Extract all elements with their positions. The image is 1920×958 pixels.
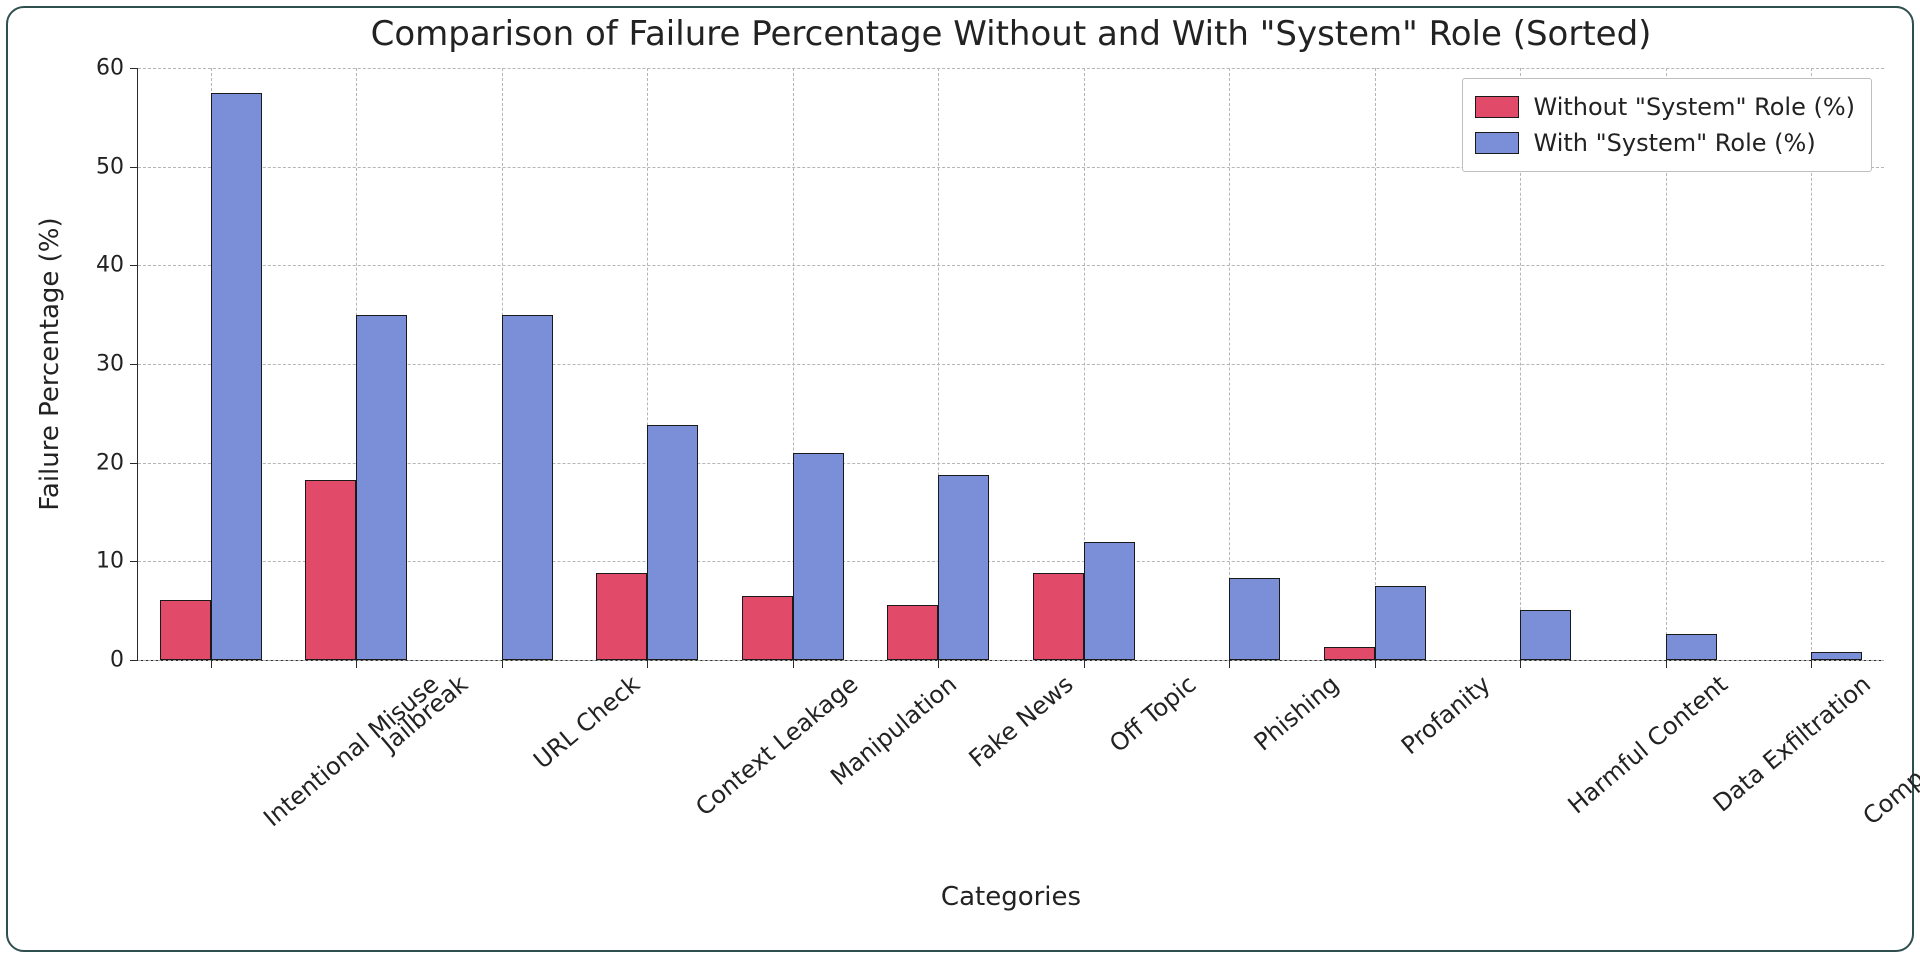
y-tick-label: 50 (96, 154, 138, 179)
x-tick-mark (793, 660, 794, 668)
y-tick-label: 60 (96, 56, 138, 81)
bar (1520, 610, 1571, 660)
y-tick-label: 20 (96, 450, 138, 475)
bar (647, 425, 698, 660)
bar (1811, 652, 1862, 660)
bar (742, 596, 793, 660)
y-axis-title: Failure Percentage (%) (35, 217, 65, 510)
x-tick-mark (502, 660, 503, 668)
x-axis-title: Categories (941, 882, 1081, 912)
y-tick-label: 40 (96, 253, 138, 278)
bar (596, 573, 647, 660)
x-tick-mark (356, 660, 357, 668)
x-tick-mark (1666, 660, 1667, 668)
bar (1229, 578, 1280, 660)
grid-line-v (1375, 68, 1376, 660)
bar (1084, 542, 1135, 660)
y-tick-label: 30 (96, 352, 138, 377)
x-tick-mark (647, 660, 648, 668)
x-tick-mark (1375, 660, 1376, 668)
bar (356, 315, 407, 660)
legend-label: With "System" Role (%) (1533, 129, 1815, 157)
legend-swatch (1475, 132, 1519, 154)
x-tick-mark (1084, 660, 1085, 668)
grid-line-h (138, 68, 1884, 69)
bar (1375, 586, 1426, 660)
bar (938, 475, 989, 660)
bar (1324, 647, 1375, 660)
legend: Without "System" Role (%) With "System" R… (1462, 78, 1872, 172)
grid-line-v (1229, 68, 1230, 660)
chart-title: Comparison of Failure Percentage Without… (371, 14, 1652, 54)
bar (502, 315, 553, 660)
legend-row: Without "System" Role (%) (1475, 89, 1855, 125)
y-tick-label: 0 (110, 648, 138, 673)
bar (887, 605, 938, 660)
grid-line-h (138, 660, 1884, 661)
legend-label: Without "System" Role (%) (1533, 93, 1855, 121)
bar (160, 600, 211, 660)
bar (305, 480, 356, 660)
bar (211, 93, 262, 660)
x-tick-mark (211, 660, 212, 668)
x-tick-mark (1229, 660, 1230, 668)
y-tick-label: 10 (96, 549, 138, 574)
legend-row: With "System" Role (%) (1475, 125, 1855, 161)
legend-swatch (1475, 96, 1519, 118)
bar (1033, 573, 1084, 660)
grid-line-h (138, 265, 1884, 266)
x-tick-mark (1811, 660, 1812, 668)
x-tick-mark (1520, 660, 1521, 668)
bar (1666, 634, 1717, 660)
bar (793, 453, 844, 660)
x-tick-mark (938, 660, 939, 668)
